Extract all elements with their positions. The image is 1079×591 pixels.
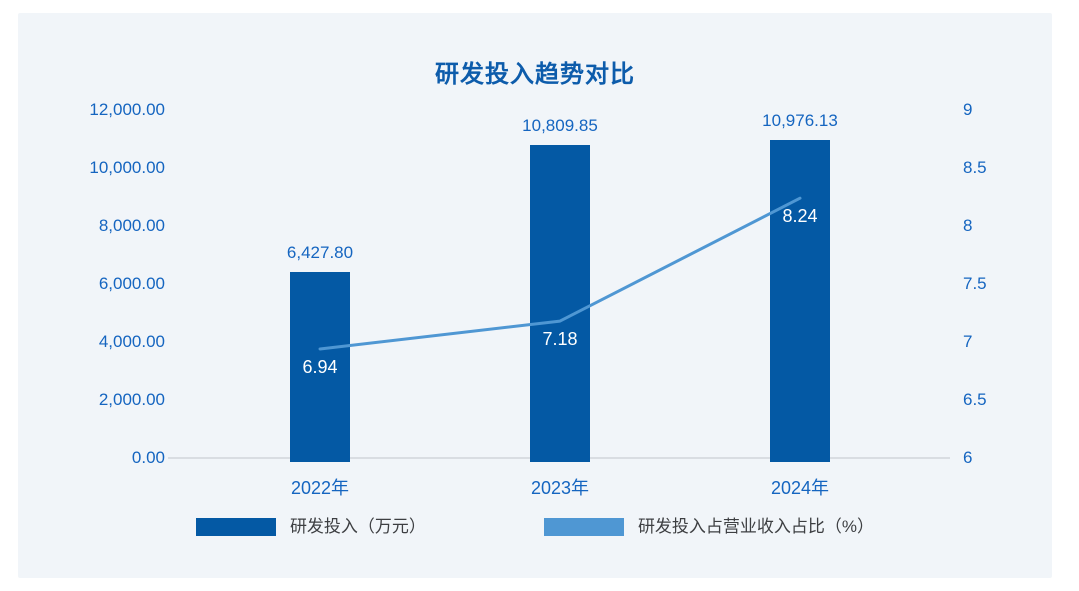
legend-swatch-icon bbox=[543, 518, 624, 536]
x-axis-category-label: 2022年 bbox=[290, 478, 350, 498]
right-axis-tick-label: 8.5 bbox=[963, 158, 987, 177]
right-axis-tick-label: 6.5 bbox=[963, 390, 987, 409]
legend-label: 研发投入占营业收入占比（%） bbox=[637, 517, 875, 536]
bar-value-label: 10,976.13 bbox=[762, 110, 838, 130]
legend-item-0: 研发投入（万元） bbox=[195, 516, 426, 538]
left-axis-tick-label: 10,000.00 bbox=[89, 158, 165, 177]
left-axis-tick-label: 0.00 bbox=[131, 448, 165, 467]
bar-value-label: 10,809.85 bbox=[522, 115, 598, 135]
legend: 研发投入（万元） 研发投入占营业收入占比（%） bbox=[18, 516, 1052, 538]
line-point-label: 7.18 bbox=[542, 329, 578, 350]
left-axis-tick-label: 12,000.00 bbox=[89, 100, 165, 119]
legend-swatch-icon bbox=[195, 518, 276, 536]
line-point-label: 8.24 bbox=[782, 206, 818, 227]
chart-title: 研发投入趋势对比 bbox=[435, 61, 635, 88]
legend-item-1: 研发投入占营业收入占比（%） bbox=[543, 516, 875, 538]
bar-2024年 bbox=[770, 139, 830, 462]
line-point-label: 6.94 bbox=[302, 356, 338, 377]
left-axis-tick-label: 4,000.00 bbox=[98, 332, 165, 351]
right-axis-tick-label: 7 bbox=[963, 332, 973, 351]
right-axis-tick-label: 7.5 bbox=[963, 274, 987, 293]
left-axis-tick-label: 8,000.00 bbox=[98, 216, 165, 235]
x-axis-category-label: 2023年 bbox=[530, 478, 590, 498]
right-axis-tick-label: 8 bbox=[963, 216, 973, 235]
right-axis-tick-label: 6 bbox=[963, 448, 973, 467]
left-axis-tick-label: 2,000.00 bbox=[98, 390, 165, 409]
legend-label: 研发投入（万元） bbox=[289, 517, 426, 536]
x-axis-category-label: 2024年 bbox=[770, 478, 830, 498]
bar-2023年 bbox=[530, 144, 590, 462]
chart-panel: 研发投入趋势对比 研发投入（万元） 研发投入占营业收入占比（%） 12,000.0… bbox=[18, 13, 1052, 578]
left-axis-tick-label: 6,000.00 bbox=[98, 274, 165, 293]
bar-value-label: 6,427.80 bbox=[286, 242, 354, 262]
right-axis-tick-label: 9 bbox=[963, 100, 973, 119]
